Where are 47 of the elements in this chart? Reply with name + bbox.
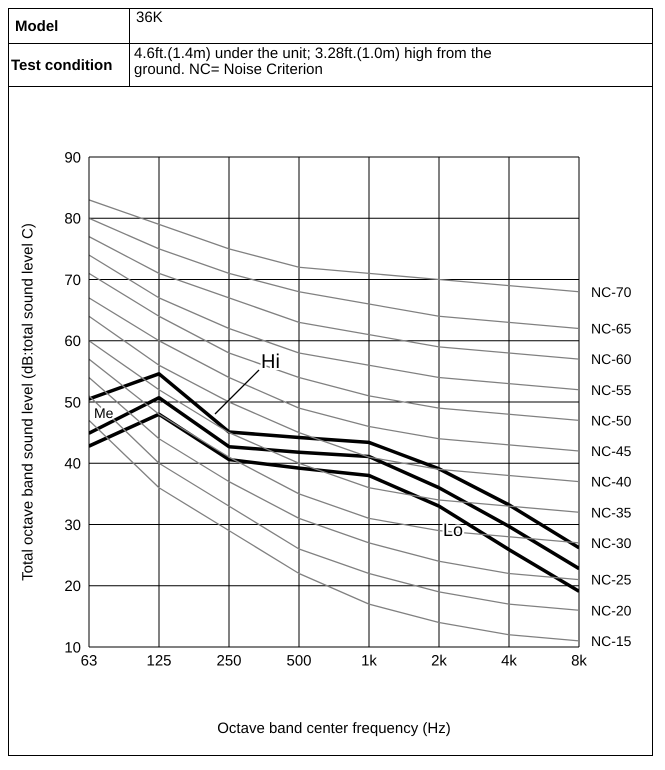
line-series [89, 218, 579, 330]
series-label: Me [94, 405, 114, 422]
text: Model [8, 8, 130, 44]
text: 4.6ft.(1.4m) under the unit; 3.28ft.(1.0m) high from the ground. NC= Noise Criterion [134, 45, 493, 78]
line-series [89, 395, 579, 611]
series-label: Lo [443, 520, 464, 540]
series-label: NC-35 [591, 504, 632, 520]
series-label: NC-60 [591, 351, 632, 368]
x-tick-label: 125 [146, 652, 172, 670]
x-tick-label: 1k [361, 652, 378, 670]
x-tick-label: 63 [80, 652, 98, 670]
line-series [89, 199, 579, 292]
series-label: NC-15 [591, 632, 632, 649]
x-tick-label: 250 [216, 652, 242, 670]
line-series [89, 316, 579, 482]
series-label: NC-30 [591, 534, 632, 551]
y-tick-label: 30 [64, 516, 81, 534]
line-series [89, 272, 579, 422]
series-label: NC-25 [591, 572, 632, 588]
y-tick-label: 10 [64, 639, 81, 656]
series-label: NC-70 [591, 284, 632, 300]
series-label: NC-65 [591, 320, 632, 336]
y-tick-label: 70 [64, 272, 81, 289]
series-label: NC-40 [591, 474, 632, 490]
x-tick-label: 500 [286, 652, 312, 670]
y-tick-label: 20 [64, 578, 81, 596]
y-tick-label: 80 [64, 210, 81, 228]
x-tick-label: 8k [571, 652, 588, 670]
y-tick-label: 40 [64, 456, 81, 473]
text: 36K [130, 8, 652, 44]
text: Test condition [8, 44, 130, 86]
line-series [89, 340, 579, 513]
x-tick-label: 4k [501, 652, 518, 670]
series-label: NC-55 [591, 382, 632, 398]
series-label: NC-50 [591, 412, 632, 428]
y-tick-label: 90 [64, 149, 81, 166]
x-axis-title: Octave band center frequency (Hz) [217, 720, 451, 737]
y-axis-title: Total octave band sound level (dB:total sound level C) [19, 223, 36, 581]
y-tick-label: 50 [64, 394, 81, 412]
line-series [89, 297, 579, 452]
y-tick-label: 60 [64, 333, 81, 350]
line-series [89, 420, 579, 642]
text: Hi [261, 351, 280, 374]
line-series [89, 254, 579, 390]
x-tick-label: 2k [431, 652, 448, 670]
series-label: NC-20 [591, 602, 632, 618]
series-label: NC-45 [591, 443, 632, 459]
